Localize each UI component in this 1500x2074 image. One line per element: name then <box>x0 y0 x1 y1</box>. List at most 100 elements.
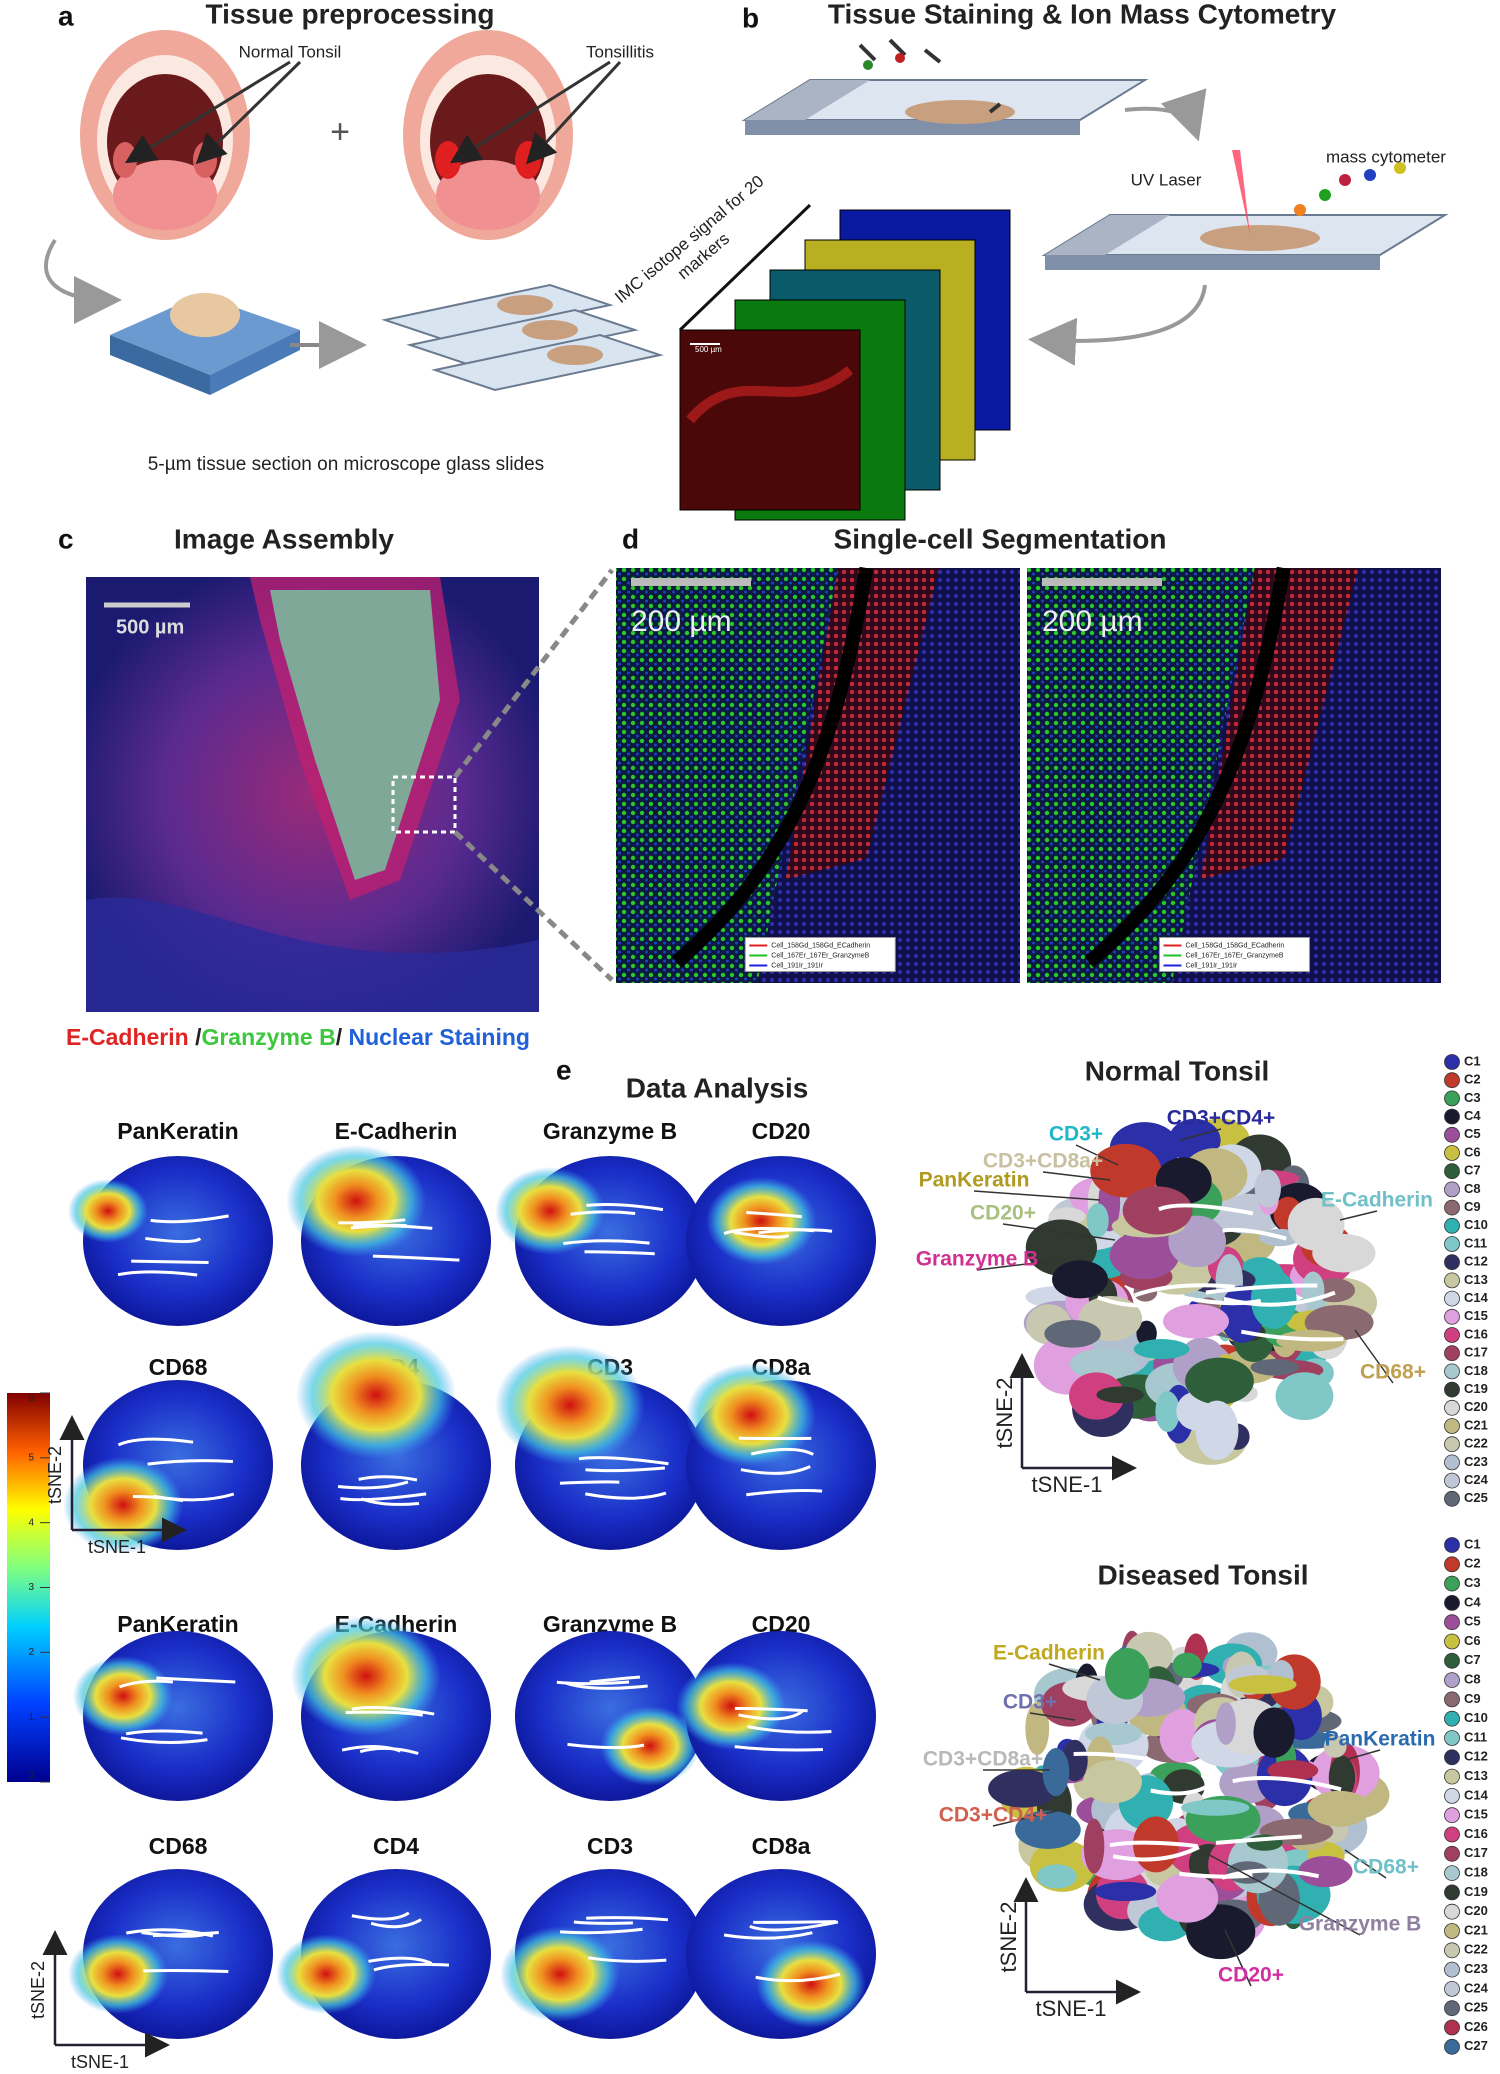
leader-line <box>992 1809 1061 1827</box>
map-gap <box>1096 1295 1168 1308</box>
map-gap <box>747 1725 832 1734</box>
map-gap <box>120 1736 208 1744</box>
legend-dot <box>1444 2019 1460 2036</box>
mouth-tonsillitis <box>403 30 573 240</box>
legend-dot <box>1444 1749 1460 1766</box>
cluster-patch <box>1163 1303 1229 1339</box>
legend-label: C8 <box>1464 1181 1481 1196</box>
legend-label: C15 <box>1464 1807 1488 1822</box>
leader-line <box>973 1190 1101 1201</box>
legend-label: C4 <box>1464 1594 1481 1609</box>
cluster-patch <box>1156 1873 1219 1923</box>
map-gap <box>723 1931 813 1940</box>
legend-dot <box>1444 1845 1460 1862</box>
legend-label: C12 <box>1464 1254 1488 1269</box>
cluster-patch <box>1323 1735 1347 1758</box>
colorbar-tick-label: 6 <box>28 1394 34 1405</box>
legend-dot <box>1444 1923 1460 1939</box>
map-gap <box>753 1920 837 1924</box>
shape <box>905 100 1015 124</box>
map-gap <box>368 1956 433 1965</box>
caption-part: / <box>336 1024 349 1050</box>
cluster-patch <box>1122 1186 1193 1235</box>
shape <box>1045 215 1170 255</box>
shape <box>686 366 854 424</box>
cluster-patch <box>1096 1386 1144 1404</box>
label: mass cytometer <box>1326 147 1446 166</box>
legend-label: C6 <box>1464 1633 1481 1648</box>
cluster-patch <box>1275 1372 1334 1421</box>
map-gap <box>559 1480 620 1485</box>
legend-dot <box>1444 1614 1460 1631</box>
leader-line <box>1179 1128 1222 1141</box>
map-gap <box>755 1972 841 1983</box>
map-gap <box>734 1707 808 1713</box>
slide-laser <box>1041 150 1449 270</box>
marker-title: CD8a <box>752 1833 811 1859</box>
cluster-patch <box>1083 1818 1105 1874</box>
legend-dot <box>1444 1399 1460 1416</box>
axis-label: tSNE-1 <box>71 2052 129 2072</box>
cluster-patch <box>1104 1648 1150 1700</box>
shape <box>86 897 539 1012</box>
marker-title: CD20 <box>752 1118 811 1144</box>
shape <box>988 102 1002 114</box>
cluster-annotation: CD20+ <box>970 1202 1036 1225</box>
map-gap <box>584 1250 655 1256</box>
cluster-patch <box>1042 1748 1070 1797</box>
map-gap <box>1073 1751 1149 1762</box>
cluster-patch <box>1015 1810 1081 1849</box>
label-line: IMC isotope signal for 20 <box>611 172 767 307</box>
cluster-patch <box>1254 1169 1281 1208</box>
legend-label: C13 <box>1464 1768 1488 1783</box>
shape <box>515 141 541 179</box>
shape <box>391 775 457 834</box>
map-gap <box>746 1488 823 1497</box>
legend-label: C14 <box>1464 1787 1489 1802</box>
legend-label: C27 <box>1464 2038 1488 2053</box>
map-gap <box>117 1437 194 1447</box>
leader-line <box>1042 1171 1111 1181</box>
shape <box>170 293 240 337</box>
legend-label: C2 <box>1464 1072 1481 1087</box>
image-crack <box>1084 566 1291 968</box>
legend-dot <box>1444 1217 1460 1234</box>
map-gap <box>1240 1329 1344 1342</box>
map-gap <box>1232 1776 1342 1792</box>
legend-dot <box>1444 1768 1460 1785</box>
cluster-patch <box>1181 1799 1250 1816</box>
shape <box>1364 169 1376 181</box>
expression-hotspot <box>600 1706 700 1786</box>
legend-dot <box>1444 1575 1460 1592</box>
map-gap <box>566 1681 648 1690</box>
cluster-annotation: CD3+CD4+ <box>939 1804 1048 1827</box>
shape <box>522 320 578 340</box>
legend-label: C21 <box>1464 1417 1488 1432</box>
expression-hotspot <box>73 1656 173 1736</box>
cluster-annotation: PanKeratin <box>919 1169 1030 1192</box>
legend-label: C25 <box>1464 2000 1488 2015</box>
legend-dot <box>1444 1556 1460 1573</box>
legend-label: Cell_191Ir_191Ir <box>1185 962 1237 969</box>
legend-label: C5 <box>1464 1126 1481 1141</box>
image-green <box>1027 568 1255 983</box>
glass-slides <box>381 283 664 392</box>
shape <box>1200 225 1320 251</box>
legend-label: C8 <box>1464 1672 1481 1687</box>
legend-label: C11 <box>1464 1729 1487 1744</box>
cluster-annotation: PanKeratin <box>1325 1728 1436 1751</box>
colorbar-tick-label: 0 <box>28 1771 34 1782</box>
imc-stack <box>678 203 1011 521</box>
map-gap <box>131 1259 209 1265</box>
shape <box>888 38 907 57</box>
map-gap <box>117 1270 198 1277</box>
caption-part: Nuclear Staining <box>348 1024 529 1050</box>
legend-label: C18 <box>1464 1865 1488 1880</box>
cluster-patch <box>1172 1652 1202 1678</box>
map-gap <box>1109 1840 1198 1849</box>
legend-label: C26 <box>1464 2019 1488 2034</box>
legend-dot <box>1444 1236 1460 1252</box>
panel-e-content: PanKeratin E-Cadherin Granzyme B CD20 CD68 CD… <box>28 1053 1489 2071</box>
legend-label: C3 <box>1464 1090 1481 1105</box>
